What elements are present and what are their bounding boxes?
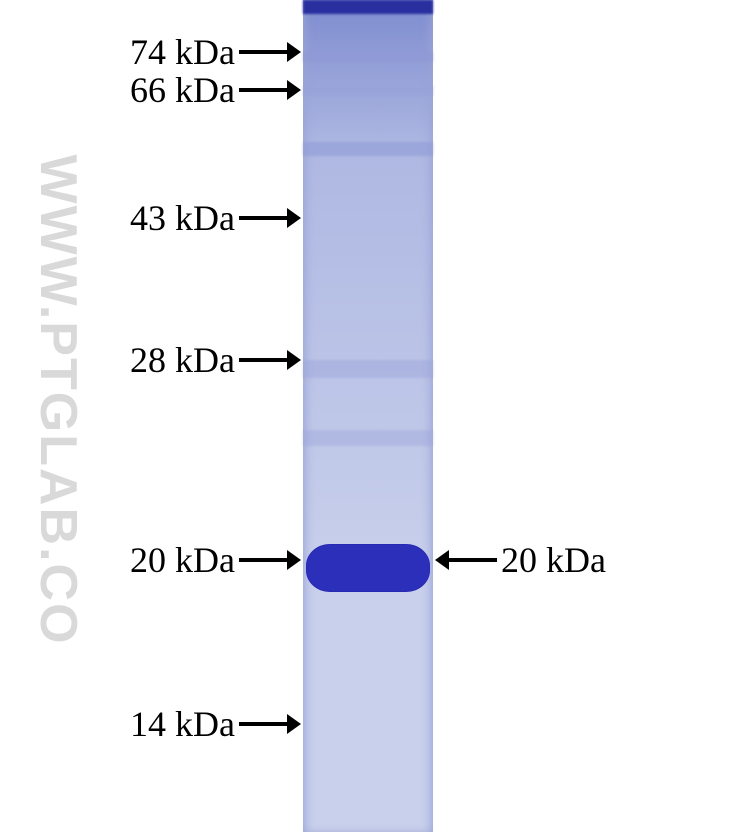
mw-marker-left: 20 kDa (0, 540, 303, 580)
gel-band (303, 86, 433, 96)
mw-marker-left: 66 kDa (0, 70, 303, 110)
gel-band (303, 430, 433, 446)
gel-band (303, 142, 433, 156)
mw-marker-left: 74 kDa (0, 32, 303, 72)
arrow-right-icon (239, 208, 301, 228)
mw-marker-label: 28 kDa (130, 339, 235, 381)
gel-band (303, 0, 433, 14)
arrow-left-icon (435, 550, 497, 570)
arrow-right-icon (239, 42, 301, 62)
mw-marker-label: 20 kDa (501, 539, 606, 581)
arrow-right-icon (239, 550, 301, 570)
arrow-right-icon (239, 80, 301, 100)
gel-band (306, 544, 430, 592)
mw-marker-label: 66 kDa (130, 69, 235, 111)
gel-lane (303, 0, 433, 832)
gel-band (303, 52, 433, 62)
gel-band (303, 360, 433, 378)
arrow-right-icon (239, 714, 301, 734)
mw-marker-label: 43 kDa (130, 197, 235, 239)
mw-marker-label: 14 kDa (130, 703, 235, 745)
mw-marker-right: 20 kDa (433, 540, 740, 580)
mw-marker-left: 14 kDa (0, 704, 303, 744)
arrow-right-icon (239, 350, 301, 370)
mw-marker-left: 43 kDa (0, 198, 303, 238)
mw-marker-label: 20 kDa (130, 539, 235, 581)
mw-marker-label: 74 kDa (130, 31, 235, 73)
mw-marker-left: 28 kDa (0, 340, 303, 380)
lane-background (303, 0, 433, 832)
gel-canvas: WWW.PTGLAB.CO 74 kDa66 kDa43 kDa28 kDa20… (0, 0, 740, 832)
